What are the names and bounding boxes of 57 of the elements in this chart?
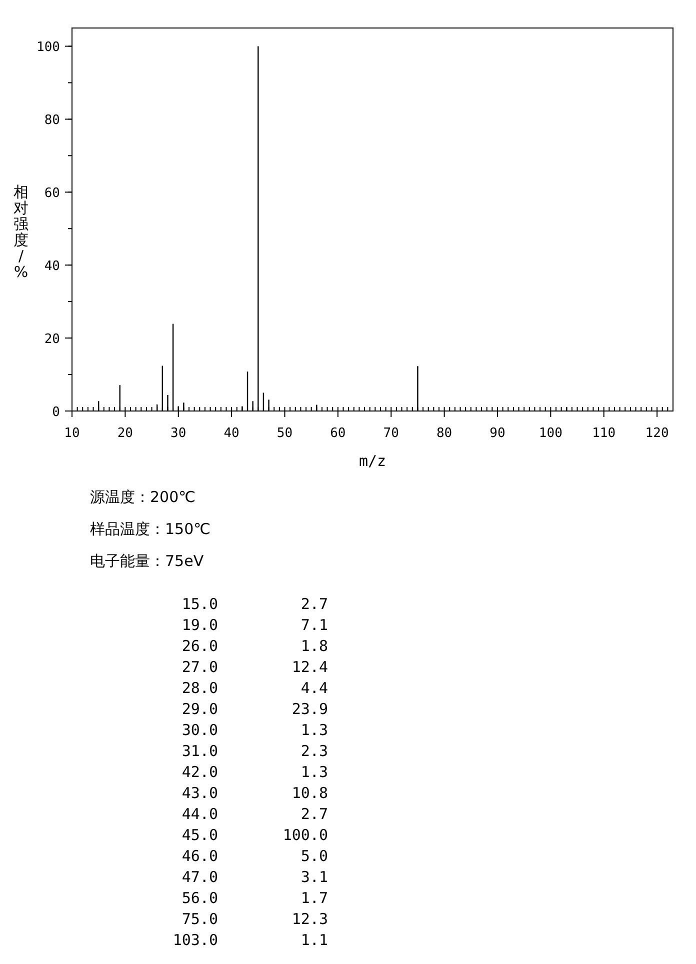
- text: 1.3: [300, 763, 328, 781]
- text: 42.0: [182, 763, 218, 781]
- x-tick-label: 80: [436, 426, 452, 441]
- y-tick-label: 0: [52, 405, 60, 420]
- text: 1.8: [300, 637, 328, 655]
- text: 28.0: [182, 679, 218, 697]
- x-tick-label: 60: [330, 426, 346, 441]
- text: 3.1: [300, 868, 328, 886]
- text: 5.0: [300, 847, 328, 865]
- x-tick-label: 110: [592, 426, 616, 441]
- x-tick-label: 50: [276, 426, 293, 441]
- y-tick-label: 60: [44, 186, 60, 202]
- text: 2.7: [300, 595, 328, 613]
- text: 15.0: [182, 595, 218, 613]
- text: 26.0: [182, 637, 218, 655]
- text: 7.1: [300, 616, 328, 634]
- text: 46.0: [182, 847, 218, 865]
- text: 1.3: [300, 721, 328, 739]
- text: 45.0: [182, 826, 218, 844]
- text: 10.8: [292, 784, 328, 802]
- text: 1.7: [300, 889, 328, 907]
- x-tick-label: 120: [645, 426, 669, 441]
- x-axis-title: m/z: [358, 452, 386, 470]
- text: 56.0: [182, 889, 218, 907]
- text: 47.0: [182, 868, 218, 886]
- text: 103.0: [172, 931, 218, 949]
- x-tick-label: 90: [490, 426, 506, 441]
- text: 电子能量：75eV: [90, 552, 204, 570]
- x-tick-label: 40: [224, 426, 240, 441]
- y-tick-label: 20: [44, 332, 60, 348]
- text: 12.4: [292, 658, 328, 676]
- y-tick-label: 80: [44, 113, 60, 128]
- text: 100.0: [282, 826, 328, 844]
- x-tick-label: 20: [117, 426, 134, 441]
- text: 43.0: [182, 784, 218, 802]
- text: 2.3: [300, 742, 328, 760]
- text: 1.1: [300, 931, 328, 949]
- x-tick-label: 30: [170, 426, 186, 441]
- y-tick-label: 100: [36, 40, 60, 56]
- text: 23.9: [292, 700, 328, 718]
- x-tick-label: 100: [538, 426, 562, 441]
- y-axis-title: 相对强度/%: [14, 183, 28, 281]
- text: 27.0: [182, 658, 218, 676]
- text: 29.0: [182, 700, 218, 718]
- text: 源温度：200℃: [90, 488, 196, 506]
- text: 75.0: [182, 910, 218, 928]
- x-tick-label: 70: [383, 426, 399, 441]
- text: 12.3: [292, 910, 328, 928]
- x-tick-label: 10: [64, 426, 80, 441]
- text: 2.7: [300, 805, 328, 823]
- text: 31.0: [182, 742, 218, 760]
- text: 19.0: [182, 616, 218, 634]
- text: 30.0: [182, 721, 218, 739]
- text: 样品温度：150℃: [90, 520, 210, 538]
- text: 44.0: [182, 805, 218, 823]
- y-tick-label: 40: [44, 259, 60, 274]
- text: 4.4: [300, 679, 328, 697]
